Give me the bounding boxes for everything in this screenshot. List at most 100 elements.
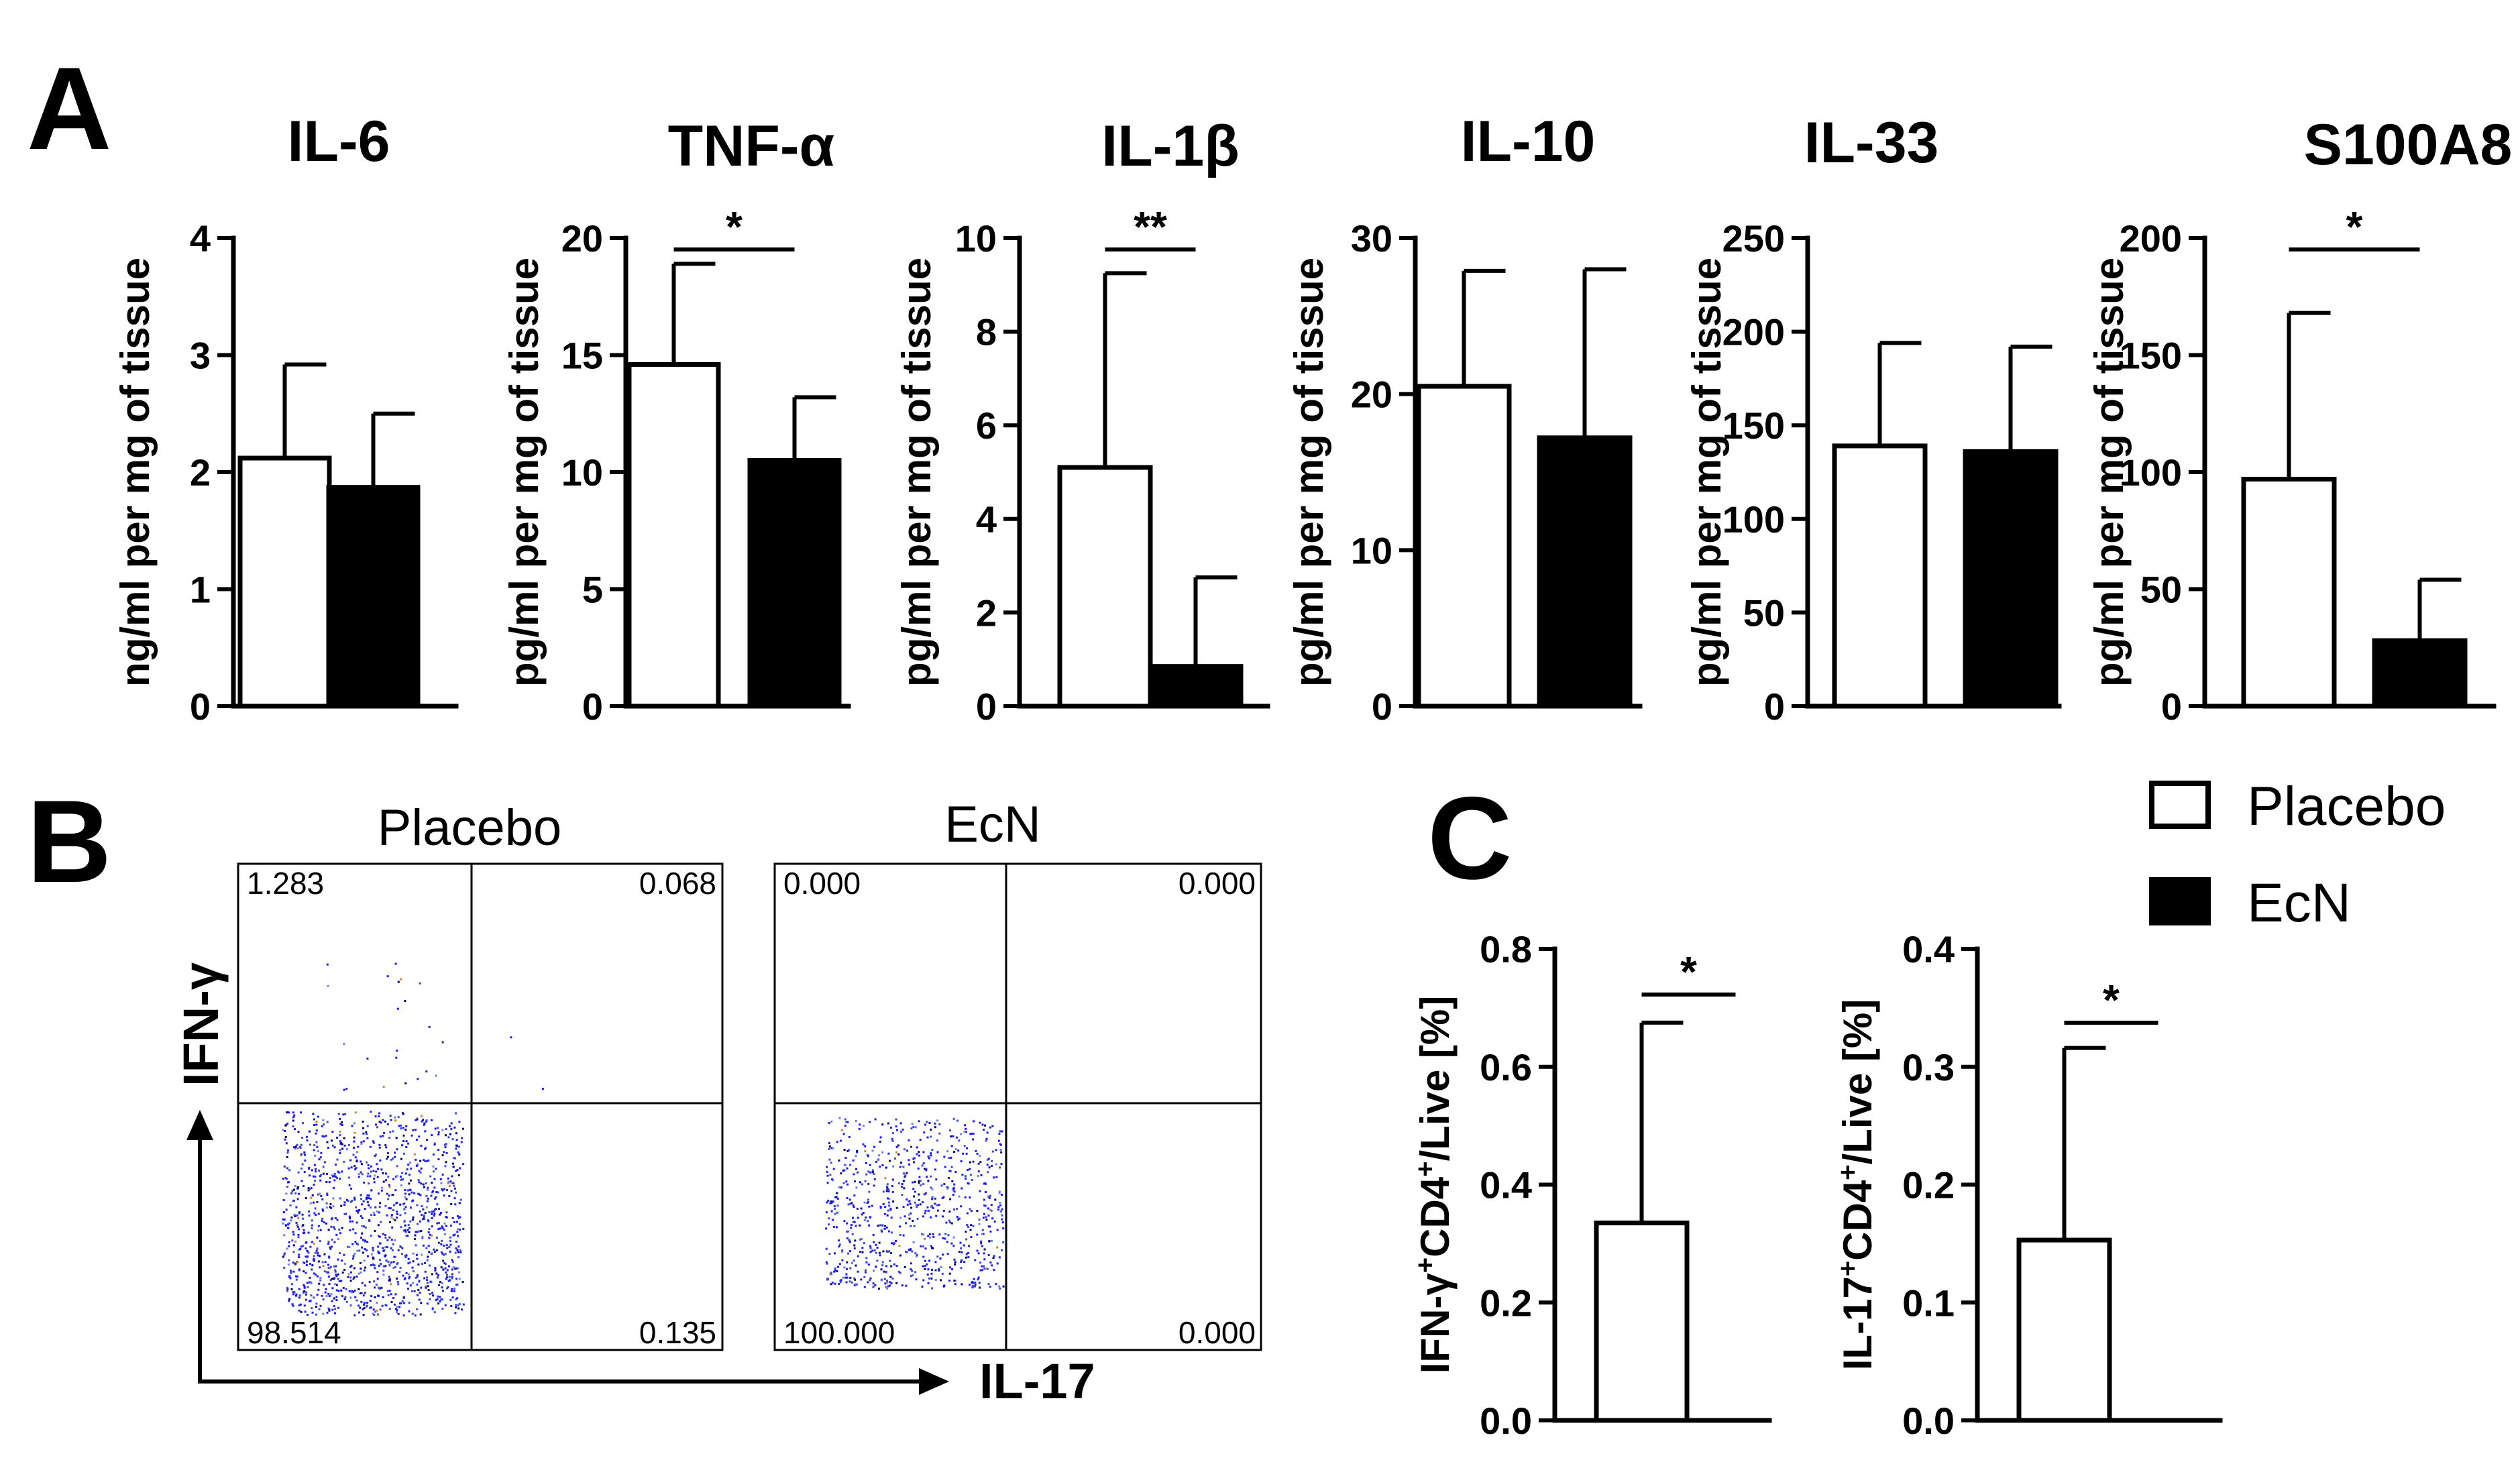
event-dot <box>953 1190 956 1193</box>
event-dot <box>853 1277 856 1280</box>
event-dot <box>924 1212 926 1215</box>
event-dot <box>946 1150 949 1153</box>
event-dot <box>390 1216 393 1219</box>
event-dot <box>455 1170 457 1172</box>
event-dot <box>999 1130 1001 1133</box>
event-dot <box>940 1279 942 1282</box>
event-dot <box>366 1241 369 1243</box>
event-dot <box>999 1202 1001 1204</box>
event-dot <box>420 1182 423 1185</box>
flow-plot-placebo <box>237 862 724 1351</box>
event-dot <box>317 1115 319 1118</box>
event-dot <box>453 1233 456 1236</box>
event-dot <box>997 1208 999 1211</box>
event-dot <box>416 1204 419 1206</box>
event-dot <box>397 1283 400 1286</box>
event-dot <box>315 1141 318 1143</box>
y-tick-label: 50 <box>2140 569 2182 611</box>
event-dot <box>983 1267 986 1270</box>
event-dot <box>873 1241 875 1243</box>
event-dot <box>373 1174 376 1177</box>
event-dot <box>914 1201 916 1204</box>
y-axis-title-part: /Live [%] <box>1413 996 1458 1162</box>
event-dot <box>449 1236 451 1239</box>
event-dot <box>918 1176 921 1178</box>
event-dot <box>888 1198 891 1200</box>
event-dot <box>346 1148 348 1151</box>
event-dot <box>421 1263 423 1265</box>
event-dot <box>902 1206 905 1208</box>
event-dot <box>455 1241 457 1243</box>
event-dot <box>825 1261 828 1263</box>
event-dot <box>301 1137 304 1139</box>
event-dot <box>1001 1221 1004 1224</box>
event-dot <box>887 1201 890 1204</box>
event-dot <box>314 1180 317 1182</box>
event-dot <box>971 1281 974 1283</box>
event-dot <box>382 1247 384 1249</box>
event-dot <box>310 1282 313 1285</box>
event-dot <box>300 1311 303 1313</box>
event-dot <box>384 1234 386 1237</box>
y-tick-label: 0.0 <box>1902 1400 1955 1442</box>
event-dot <box>321 1125 323 1127</box>
event-dot <box>959 1241 962 1244</box>
event-dot <box>846 1267 848 1270</box>
event-dot <box>317 1260 320 1263</box>
event-dot <box>400 1184 402 1187</box>
event-dot <box>354 1168 357 1171</box>
event-dot <box>415 1158 417 1161</box>
event-dot <box>849 1202 852 1205</box>
event-dot <box>325 1202 328 1204</box>
event-dot <box>952 1194 954 1196</box>
event-dot <box>966 1224 969 1227</box>
event-dot <box>353 1198 356 1201</box>
event-dot <box>419 982 421 984</box>
event-dot <box>944 1166 946 1168</box>
event-dot <box>934 1122 936 1125</box>
event-dot <box>970 1236 973 1239</box>
event-dot <box>935 1178 938 1181</box>
event-dot <box>284 1225 287 1227</box>
event-dot <box>328 1181 331 1183</box>
event-dot <box>430 1119 433 1121</box>
event-dot <box>872 1282 875 1285</box>
event-dot <box>351 1125 353 1127</box>
event-dot <box>451 1296 454 1299</box>
event-dot <box>311 1241 313 1243</box>
event-dot <box>353 1122 355 1125</box>
event-dot <box>313 1164 316 1166</box>
event-dot <box>989 1194 991 1197</box>
event-dot <box>370 1189 373 1192</box>
event-dot <box>999 1210 1002 1213</box>
event-dot <box>361 1232 364 1235</box>
event-dot <box>917 1204 919 1206</box>
event-dot <box>451 1261 454 1263</box>
event-dot <box>990 1204 993 1206</box>
event-dot <box>884 1225 886 1227</box>
event-dot <box>337 1278 339 1280</box>
event-dot <box>397 1312 400 1315</box>
event-dot <box>885 1271 887 1274</box>
event-dot <box>435 1249 438 1251</box>
event-dot <box>1002 1285 1005 1288</box>
event-dot <box>457 1235 459 1237</box>
event-dot <box>450 1190 453 1192</box>
event-dot <box>319 1304 322 1307</box>
event-dot <box>292 1188 295 1191</box>
event-dot <box>424 1212 427 1215</box>
bar-placebo <box>1057 465 1153 709</box>
event-dot <box>999 1149 1002 1151</box>
event-dot <box>366 1194 369 1197</box>
event-dot <box>339 1178 341 1180</box>
event-dot <box>448 1125 451 1127</box>
event-dot <box>396 1278 398 1280</box>
event-dot <box>435 1208 437 1210</box>
event-dot <box>948 1177 950 1179</box>
event-dot <box>292 1125 294 1128</box>
event-dot <box>461 1127 464 1130</box>
event-dot <box>314 1251 317 1254</box>
event-dot <box>930 1135 932 1138</box>
event-dot <box>948 1280 951 1282</box>
